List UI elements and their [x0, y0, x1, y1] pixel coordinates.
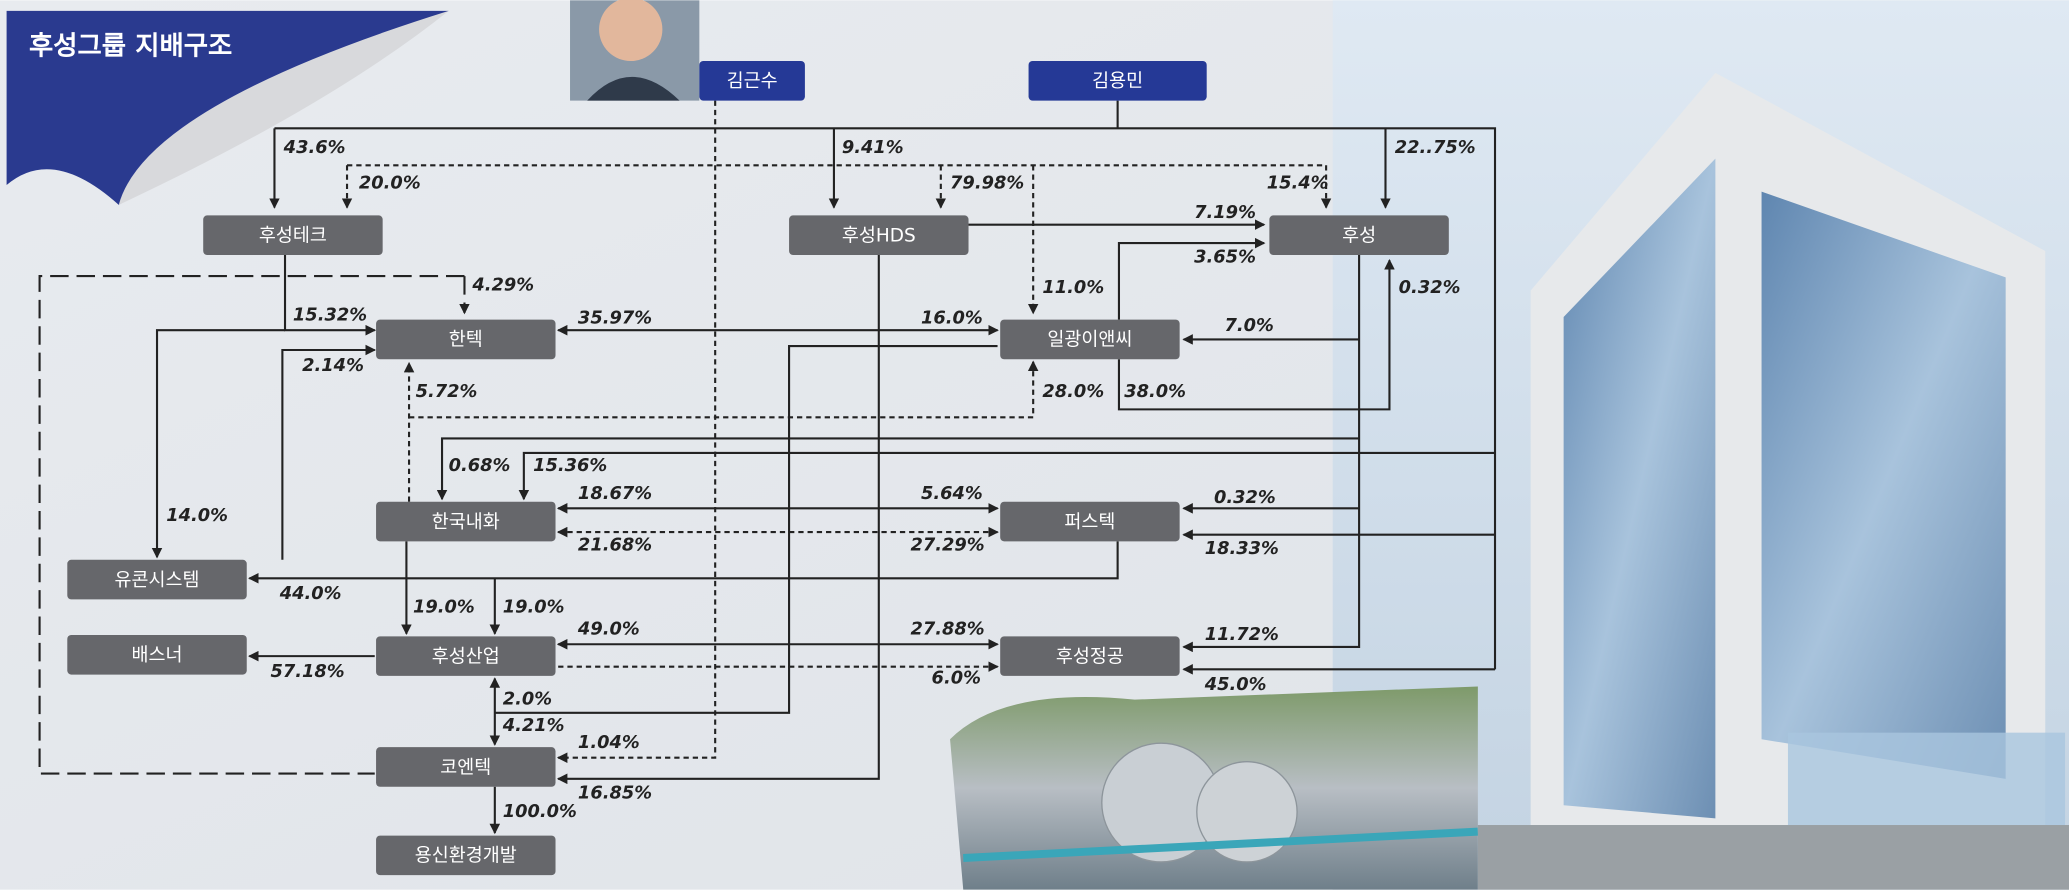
company: 후성정공 — [1000, 636, 1179, 676]
ownership-label: 7.0% — [1225, 315, 1274, 336]
ownership-label: 100.0% — [503, 801, 577, 822]
company: 퍼스텍 — [1000, 502, 1179, 542]
company: 코엔텍 — [376, 747, 555, 787]
company-label: 퍼스텍 — [1064, 512, 1115, 533]
ownership-label: 15.32% — [293, 305, 367, 326]
ownership-label: 0.68% — [449, 455, 511, 476]
ownership-label: 18.67% — [578, 483, 652, 504]
ownership-label: 0.32% — [1399, 277, 1461, 298]
company: 후성테크 — [203, 215, 382, 255]
ownership-label: 44.0% — [279, 583, 342, 604]
company: 후성HDS — [789, 215, 968, 255]
company-label: 한국내화 — [432, 512, 500, 533]
background — [0, 0, 2069, 890]
ownership-label: 45.0% — [1204, 674, 1267, 695]
ownership-label: 21.68% — [578, 534, 652, 555]
company-label: 배스너 — [132, 645, 183, 666]
ownership-label: 9.41% — [842, 137, 904, 158]
ownership-label: 5.72% — [416, 381, 478, 402]
ownership-label: 16.0% — [921, 307, 983, 328]
company-label: 용신환경개발 — [415, 846, 517, 867]
ownership-label: 16.85% — [578, 782, 652, 803]
ownership-diagram: 후성그룹 지배구조 김근수 김용민후성테크 후성HDS 후성한텍 일광이앤씨한국내화 퍼스… — [0, 0, 2069, 890]
ownership-label: 4.29% — [471, 274, 534, 295]
ownership-label: 28.0% — [1042, 381, 1104, 402]
person: 김용민 — [1029, 61, 1207, 101]
person: 김근수 — [699, 61, 805, 101]
company: 배스너 — [67, 635, 246, 675]
ownership-label: 49.0% — [577, 619, 640, 640]
ownership-label: 18.33% — [1205, 538, 1279, 559]
company-label: 코엔텍 — [440, 757, 491, 778]
company: 한텍 — [376, 320, 555, 360]
company: 용신환경개발 — [376, 836, 555, 876]
company-label: 후성HDS — [842, 226, 916, 247]
company: 일광이앤씨 — [1000, 320, 1179, 360]
ownership-label: 19.0% — [413, 596, 475, 617]
ownership-label: 27.88% — [910, 619, 984, 640]
ownership-label: 15.4% — [1267, 173, 1329, 194]
ownership-label: 6.0% — [932, 668, 981, 689]
ownership-label: 57.18% — [271, 661, 345, 682]
person-label: 김용민 — [1092, 71, 1143, 92]
company: 유콘시스템 — [67, 560, 246, 600]
ownership-label: 11.0% — [1042, 277, 1104, 298]
ownership-label: 5.64% — [921, 483, 983, 504]
ownership-label: 7.19% — [1194, 202, 1256, 223]
company-label: 후성정공 — [1056, 646, 1124, 667]
person-label: 김근수 — [727, 71, 778, 92]
company-label: 유콘시스템 — [115, 570, 200, 591]
ownership-label: 79.98% — [950, 173, 1024, 194]
ownership-label: 2.0% — [503, 689, 552, 710]
company-label: 일광이앤씨 — [1047, 330, 1132, 351]
ownership-label: 4.21% — [502, 715, 565, 736]
ownership-label: 38.0% — [1124, 381, 1186, 402]
ownership-label: 27.29% — [910, 534, 984, 555]
ownership-label: 2.14% — [302, 355, 364, 376]
ownership-label: 3.65% — [1194, 247, 1256, 268]
company-label: 후성 — [1342, 226, 1376, 247]
ownership-label: 22..75% — [1395, 137, 1476, 158]
ownership-label: 20.0% — [359, 173, 421, 194]
ownership-label: 0.32% — [1214, 487, 1276, 508]
ownership-label: 1.04% — [578, 732, 640, 753]
ownership-label: 19.0% — [503, 596, 565, 617]
company: 후성산업 — [376, 636, 555, 676]
diagram-title: 후성그룹 지배구조 — [29, 31, 232, 61]
page: 후성그룹 지배구조 김근수 김용민후성테크 후성HDS 후성한텍 일광이앤씨한국내화 퍼스… — [0, 0, 2069, 890]
ownership-label: 43.6% — [283, 137, 346, 158]
ownership-label: 11.72% — [1205, 624, 1279, 645]
company-label: 후성테크 — [259, 226, 327, 247]
company-label: 후성산업 — [432, 646, 500, 667]
company-label: 한텍 — [449, 330, 483, 351]
ownership-label: 35.97% — [578, 307, 652, 328]
company: 후성 — [1269, 215, 1448, 255]
ownership-label: 14.0% — [166, 505, 228, 526]
company: 한국내화 — [376, 502, 555, 542]
ownership-label: 15.36% — [533, 455, 607, 476]
